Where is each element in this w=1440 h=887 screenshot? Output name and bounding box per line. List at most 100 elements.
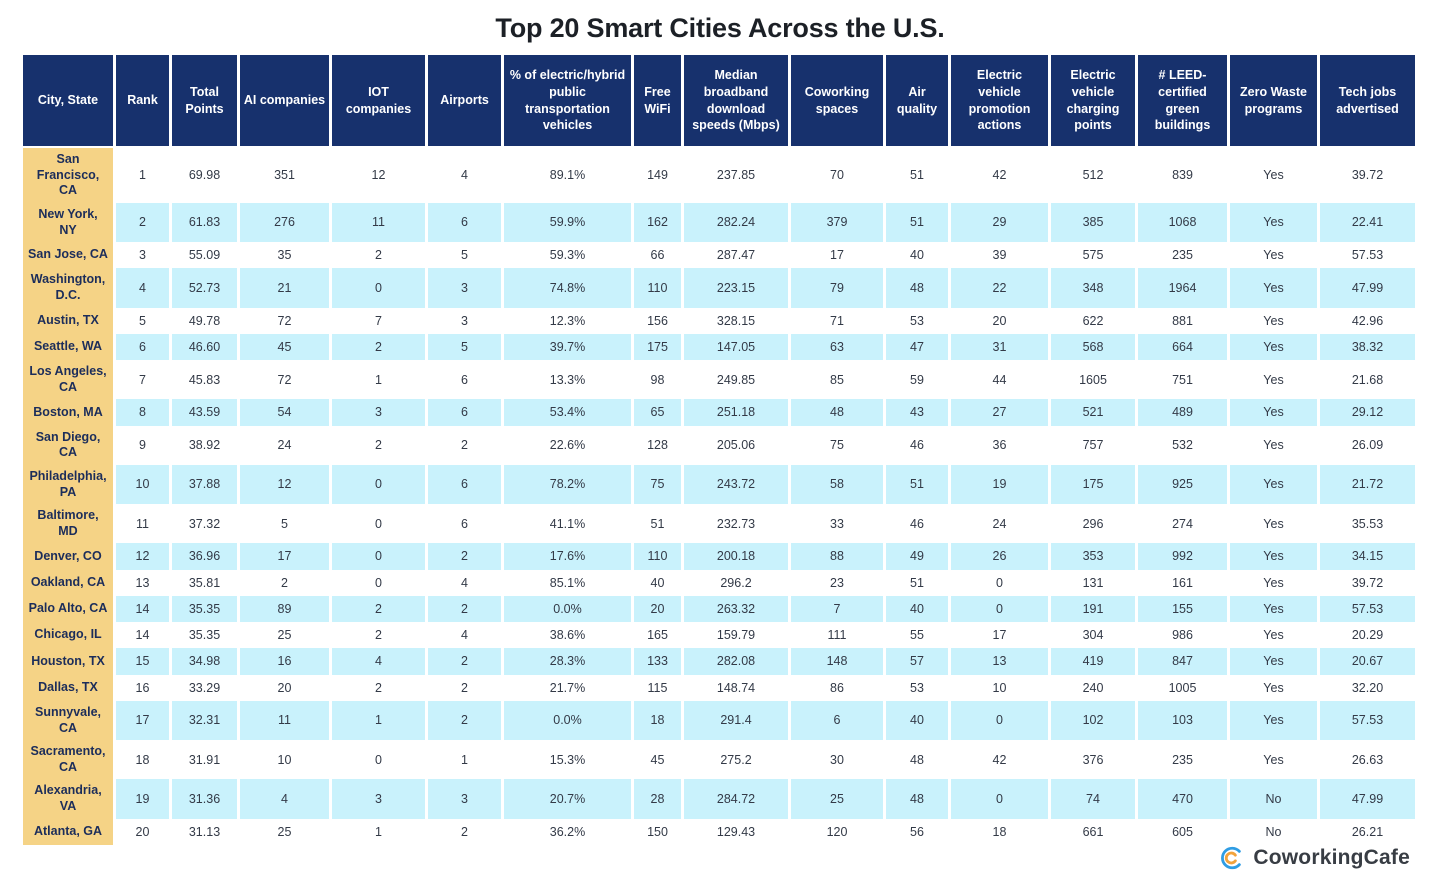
data-cell: 29	[951, 202, 1051, 243]
data-cell: 0	[332, 740, 428, 780]
data-cell: 48	[886, 779, 951, 819]
data-cell: 39	[951, 242, 1051, 269]
data-cell: 48	[791, 399, 886, 426]
data-cell: 205.06	[684, 425, 791, 465]
data-cell: 12	[332, 148, 428, 203]
data-cell: 33	[791, 504, 886, 544]
data-cell: 115	[634, 674, 684, 701]
city-cell: Dallas, TX	[23, 674, 116, 701]
city-cell: Austin, TX	[23, 307, 116, 334]
data-cell: 32.20	[1320, 674, 1415, 701]
data-cell: 15	[116, 648, 172, 675]
data-cell: 296	[1051, 504, 1138, 544]
data-cell: 1	[332, 360, 428, 400]
data-cell: 19	[951, 464, 1051, 505]
column-header-leed-certified-green-buildings: # LEED-certified green buildings	[1138, 55, 1230, 148]
data-cell: 10	[116, 464, 172, 505]
data-cell: 3	[428, 307, 504, 334]
data-cell: 37.88	[172, 464, 240, 505]
data-cell: 59.3%	[504, 242, 634, 269]
data-cell: 13	[116, 569, 172, 596]
data-cell: 20.67	[1320, 648, 1415, 675]
city-cell: Baltimore, MD	[23, 504, 116, 544]
data-cell: 78.2%	[504, 464, 634, 505]
data-cell: Yes	[1230, 268, 1320, 308]
data-cell: 39.72	[1320, 569, 1415, 596]
data-cell: 149	[634, 148, 684, 203]
data-cell: 37.32	[172, 504, 240, 544]
table-row: Alexandria, VA 19 31.36 4 3 3 20.7% 28 284.72 25 4…	[23, 779, 1415, 819]
data-cell: 2	[240, 569, 332, 596]
data-cell: 57.53	[1320, 700, 1415, 741]
column-header-rank: Rank	[116, 55, 172, 148]
data-cell: 276	[240, 202, 332, 243]
data-cell: 992	[1138, 543, 1230, 570]
data-cell: 0	[332, 543, 428, 570]
table-row: Atlanta, GA 20 31.13 25 1 2 36.2% 150 129.43 120 5…	[23, 818, 1415, 845]
data-cell: 72	[240, 360, 332, 400]
data-cell: 53	[886, 307, 951, 334]
table-row: Houston, TX 15 34.98 16 4 2 28.3% 133 282.08 148 5…	[23, 648, 1415, 675]
data-cell: 28.3%	[504, 648, 634, 675]
data-cell: 48	[886, 268, 951, 308]
city-cell: Denver, CO	[23, 543, 116, 570]
data-cell: 2	[428, 648, 504, 675]
data-cell: 13	[951, 648, 1051, 675]
column-header-electric-vehicle-promotion-actions: Electric vehicle promotion actions	[951, 55, 1051, 148]
data-cell: 65	[634, 399, 684, 426]
data-cell: Yes	[1230, 307, 1320, 334]
data-cell: 2	[428, 818, 504, 845]
data-cell: 6	[428, 464, 504, 505]
column-header-median-broadband-download-speeds-mbps: Median broadband download speeds (Mbps)	[684, 55, 791, 148]
data-cell: 110	[634, 268, 684, 308]
data-cell: 22	[951, 268, 1051, 308]
data-cell: 20	[634, 595, 684, 623]
city-cell: Alexandria, VA	[23, 779, 116, 819]
data-cell: 19	[116, 779, 172, 819]
city-cell: San Francisco, CA	[23, 148, 116, 203]
data-cell: 3	[428, 779, 504, 819]
data-cell: 240	[1051, 674, 1138, 701]
data-cell: 86	[791, 674, 886, 701]
data-cell: 839	[1138, 148, 1230, 203]
data-cell: 98	[634, 360, 684, 400]
data-cell: 11	[240, 700, 332, 741]
data-cell: 74.8%	[504, 268, 634, 308]
data-cell: 10	[240, 740, 332, 780]
data-cell: 34.15	[1320, 543, 1415, 570]
data-cell: 51	[886, 464, 951, 505]
table-row: San Diego, CA 9 38.92 24 2 2 22.6% 128 205.06 75 4…	[23, 425, 1415, 465]
data-cell: 56	[886, 818, 951, 845]
data-cell: 489	[1138, 399, 1230, 426]
data-cell: 249.85	[684, 360, 791, 400]
data-cell: 16	[116, 674, 172, 701]
data-cell: 57.53	[1320, 595, 1415, 623]
data-cell: Yes	[1230, 333, 1320, 361]
data-cell: 175	[634, 333, 684, 361]
data-cell: 0	[332, 268, 428, 308]
city-cell: San Jose, CA	[23, 242, 116, 269]
table-row: Sunnyvale, CA 17 32.31 11 1 2 0.0% 18 291.4 6 40 0 1…	[23, 700, 1415, 741]
data-cell: Yes	[1230, 740, 1320, 780]
data-cell: 49.78	[172, 307, 240, 334]
data-cell: 6	[428, 360, 504, 400]
data-cell: 1068	[1138, 202, 1230, 243]
data-cell: 296.2	[684, 569, 791, 596]
data-cell: 36	[951, 425, 1051, 465]
column-header-airports: Airports	[428, 55, 504, 148]
data-cell: 5	[428, 242, 504, 269]
data-cell: 664	[1138, 333, 1230, 361]
data-cell: Yes	[1230, 504, 1320, 544]
data-cell: Yes	[1230, 595, 1320, 623]
data-cell: 235	[1138, 740, 1230, 780]
data-cell: 263.32	[684, 595, 791, 623]
data-cell: 986	[1138, 622, 1230, 649]
column-header-electric-vehicle-charging-points: Electric vehicle charging points	[1051, 55, 1138, 148]
data-cell: Yes	[1230, 622, 1320, 649]
data-cell: 10	[951, 674, 1051, 701]
city-cell: Palo Alto, CA	[23, 595, 116, 623]
data-cell: 46	[886, 504, 951, 544]
data-cell: 34.98	[172, 648, 240, 675]
coworkingcafe-logo-icon	[1219, 845, 1245, 871]
city-cell: New York, NY	[23, 202, 116, 243]
